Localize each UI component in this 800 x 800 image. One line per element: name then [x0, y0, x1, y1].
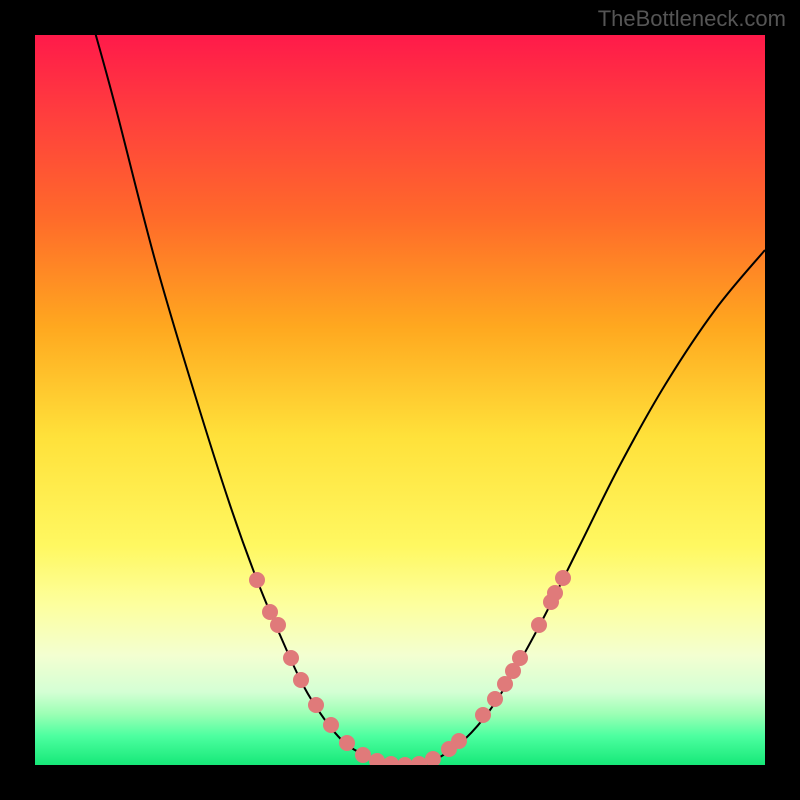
marker-point — [475, 707, 491, 723]
marker-point — [487, 691, 503, 707]
marker-point — [355, 747, 371, 763]
marker-point — [339, 735, 355, 751]
marker-point — [411, 756, 427, 765]
marker-point — [383, 756, 399, 765]
curve-left-branch — [93, 35, 400, 765]
watermark-text: TheBottleneck.com — [598, 6, 786, 32]
marker-point — [270, 617, 286, 633]
marker-point — [293, 672, 309, 688]
marker-point — [369, 753, 385, 765]
marker-point — [397, 757, 413, 765]
marker-point — [283, 650, 299, 666]
marker-point — [547, 585, 563, 601]
marker-point — [512, 650, 528, 666]
bottleneck-curve — [35, 35, 765, 765]
plot-area — [35, 35, 765, 765]
marker-point — [531, 617, 547, 633]
marker-point — [555, 570, 571, 586]
marker-point — [249, 572, 265, 588]
scatter-markers — [249, 570, 571, 765]
marker-point — [451, 733, 467, 749]
marker-point — [425, 751, 441, 765]
curve-right-branch — [400, 250, 765, 765]
marker-point — [323, 717, 339, 733]
marker-point — [308, 697, 324, 713]
